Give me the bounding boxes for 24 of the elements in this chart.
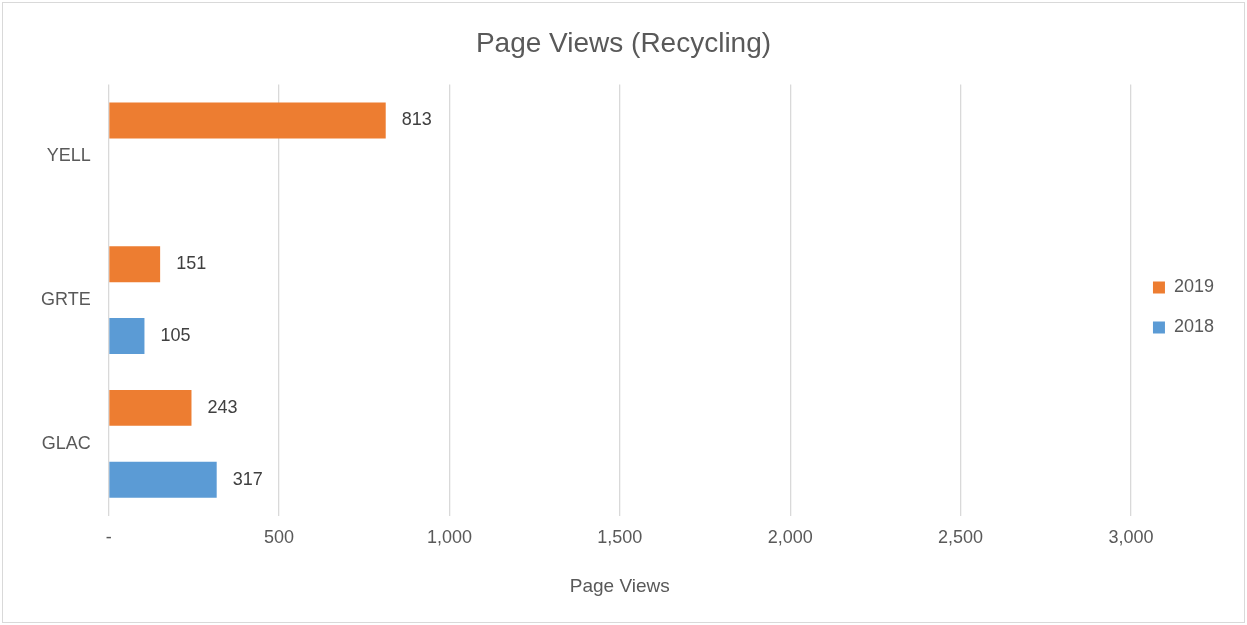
x-tick-label: 500 bbox=[264, 527, 295, 548]
chart-title: Page Views (Recycling) bbox=[475, 26, 772, 58]
x-tick-label: 2,000 bbox=[767, 527, 813, 548]
y-tick-label: GRTE bbox=[40, 289, 91, 310]
x-tick-label: 1,500 bbox=[597, 527, 643, 548]
bar bbox=[109, 246, 161, 283]
x-tick-label: 3,000 bbox=[1108, 527, 1154, 548]
x-axis-title: Page Views bbox=[569, 574, 670, 596]
bar bbox=[109, 461, 217, 498]
legend-label: 2018 bbox=[1173, 316, 1214, 337]
y-tick-label: YELL bbox=[46, 145, 91, 166]
data-label: 105 bbox=[160, 324, 191, 345]
x-tick-label: 1,000 bbox=[426, 527, 472, 548]
bar bbox=[109, 318, 145, 354]
data-label: 317 bbox=[232, 468, 263, 489]
data-label: 813 bbox=[401, 109, 432, 130]
data-label: 151 bbox=[176, 253, 207, 274]
x-tick-label: 2,500 bbox=[938, 527, 984, 548]
y-tick-label: GLAC bbox=[41, 432, 91, 453]
legend-label: 2019 bbox=[1173, 276, 1214, 297]
bar bbox=[109, 102, 386, 139]
bar bbox=[109, 389, 192, 426]
x-tick-label: - bbox=[105, 527, 112, 548]
data-label: 243 bbox=[207, 396, 238, 417]
